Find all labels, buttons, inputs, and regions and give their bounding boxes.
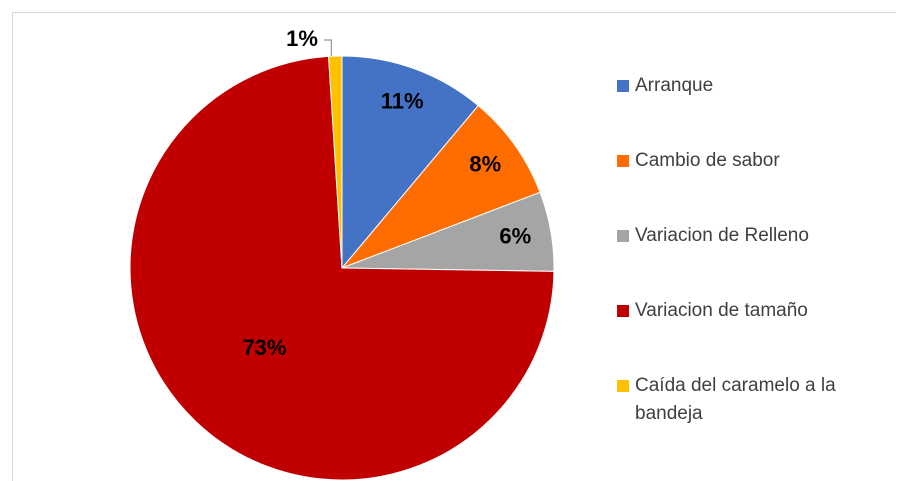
legend-item: Cambio de sabor: [617, 147, 887, 222]
data-label: 11%: [381, 88, 424, 113]
legend-swatch: [617, 155, 629, 167]
legend-item: Arranque: [617, 72, 887, 147]
legend-swatch: [617, 305, 629, 317]
pie-slice: [340, 104, 541, 270]
legend-label: Variacion de Relleno: [635, 225, 809, 246]
data-label: 8%: [469, 152, 501, 177]
legend-swatch: [617, 80, 629, 92]
legend-item: Caída del caramelo a la bandeja: [617, 372, 887, 447]
leader-line: [324, 39, 332, 57]
legend-swatch: [617, 230, 629, 242]
legend-label: Caída del caramelo a la bandeja: [635, 375, 836, 424]
legend-item: Variacion de tamaño: [617, 297, 887, 372]
legend-label: Arranque: [635, 75, 714, 96]
legend-swatch: [617, 380, 629, 392]
data-label: 1%: [286, 26, 318, 51]
legend-label: Variacion de tamaño: [635, 300, 808, 321]
legend-label: Cambio de sabor: [635, 150, 780, 171]
legend-item: Variacion de Relleno: [617, 222, 887, 297]
pie-slice: [328, 55, 343, 269]
chart-border: [12, 12, 896, 481]
data-label: 6%: [499, 223, 531, 248]
legend: Arranque Cambio de sabor Variacion de Rell…: [617, 72, 887, 447]
data-label: 73%: [242, 335, 286, 360]
pie-slice: [129, 55, 555, 481]
pie-slice: [341, 55, 479, 270]
